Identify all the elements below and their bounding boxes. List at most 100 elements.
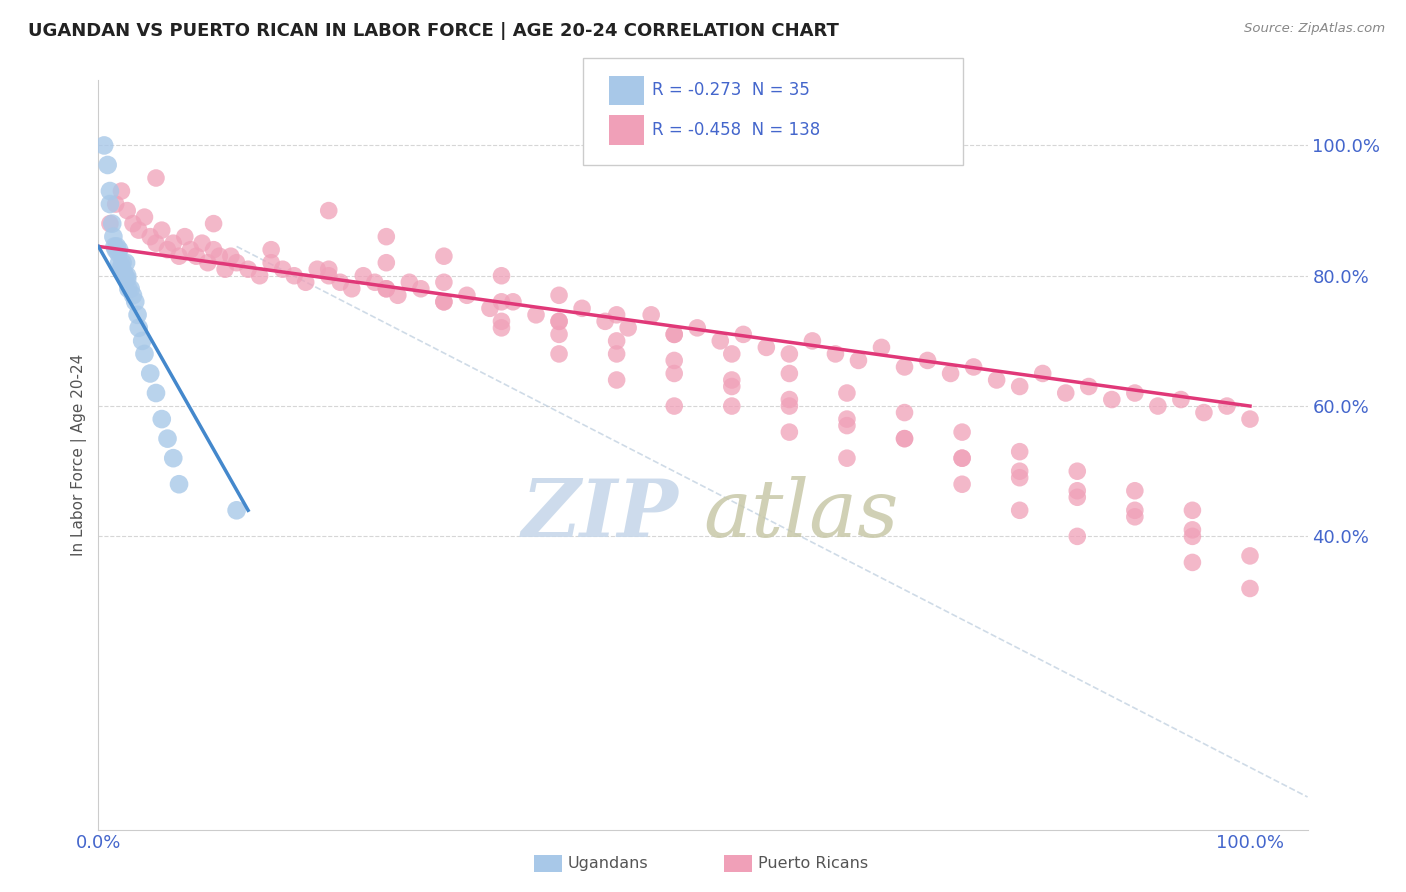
Point xyxy=(122,288,145,302)
Point xyxy=(571,301,593,316)
Point xyxy=(606,308,628,322)
Point xyxy=(986,373,1008,387)
Point xyxy=(191,236,214,251)
Point xyxy=(433,294,456,309)
Point xyxy=(1008,444,1031,458)
Point xyxy=(107,246,129,260)
Point xyxy=(145,386,167,401)
Point xyxy=(145,171,167,186)
Point xyxy=(249,268,271,283)
Point xyxy=(115,268,138,283)
Point xyxy=(1239,582,1261,596)
Point xyxy=(835,386,858,401)
Point xyxy=(139,229,162,244)
Point xyxy=(108,243,131,257)
Point xyxy=(848,353,870,368)
Point xyxy=(167,249,190,263)
Y-axis label: In Labor Force | Age 20-24: In Labor Force | Age 20-24 xyxy=(72,354,87,556)
Point xyxy=(307,262,329,277)
Point xyxy=(318,203,340,218)
Point xyxy=(101,217,124,231)
Point xyxy=(433,275,456,289)
Point xyxy=(145,236,167,251)
Point xyxy=(387,288,409,302)
Point xyxy=(433,249,456,263)
Point xyxy=(225,503,247,517)
Point xyxy=(950,477,973,491)
Point xyxy=(1032,367,1054,381)
Point xyxy=(236,262,259,277)
Point xyxy=(491,268,513,283)
Point xyxy=(1123,509,1146,524)
Point xyxy=(606,334,628,348)
Point xyxy=(103,239,125,253)
Point xyxy=(548,327,571,342)
Point xyxy=(352,268,374,283)
Point xyxy=(801,334,824,348)
Point xyxy=(128,223,150,237)
Point xyxy=(548,314,571,328)
Point xyxy=(1066,483,1088,498)
Point xyxy=(664,327,686,342)
Text: atlas: atlas xyxy=(703,476,898,554)
Point xyxy=(835,418,858,433)
Point xyxy=(98,197,121,211)
Point xyxy=(755,340,778,354)
Point xyxy=(150,412,173,426)
Point xyxy=(186,249,208,263)
Point xyxy=(733,327,755,342)
Point xyxy=(110,184,132,198)
Point xyxy=(778,399,800,413)
Point xyxy=(98,217,121,231)
Point xyxy=(122,217,145,231)
Point xyxy=(617,321,640,335)
Point xyxy=(375,282,398,296)
Point xyxy=(162,236,184,251)
Point xyxy=(112,265,135,279)
Point xyxy=(97,158,120,172)
Point xyxy=(950,451,973,466)
Point xyxy=(502,294,524,309)
Point xyxy=(162,451,184,466)
Point xyxy=(524,308,547,322)
Point xyxy=(1123,483,1146,498)
Point xyxy=(1066,490,1088,504)
Point xyxy=(318,268,340,283)
Point xyxy=(491,314,513,328)
Point xyxy=(824,347,846,361)
Point xyxy=(364,275,387,289)
Point xyxy=(150,223,173,237)
Point xyxy=(1008,503,1031,517)
Point xyxy=(111,256,134,270)
Point xyxy=(139,367,162,381)
Point xyxy=(1239,549,1261,563)
Point xyxy=(870,340,893,354)
Point xyxy=(478,301,501,316)
Point xyxy=(1123,503,1146,517)
Point xyxy=(409,282,432,296)
Point xyxy=(108,256,131,270)
Point xyxy=(180,243,202,257)
Point xyxy=(115,203,138,218)
Point xyxy=(491,294,513,309)
Point xyxy=(1181,529,1204,543)
Text: Puerto Ricans: Puerto Ricans xyxy=(758,856,868,871)
Point xyxy=(720,347,742,361)
Point xyxy=(202,243,225,257)
Point xyxy=(117,282,139,296)
Point xyxy=(720,379,742,393)
Point xyxy=(939,367,962,381)
Point xyxy=(491,321,513,335)
Point xyxy=(1216,399,1239,413)
Point xyxy=(686,321,709,335)
Point xyxy=(375,229,398,244)
Point xyxy=(114,268,136,283)
Point xyxy=(778,392,800,407)
Point xyxy=(1181,523,1204,537)
Point xyxy=(1239,412,1261,426)
Point xyxy=(1054,386,1077,401)
Point xyxy=(375,282,398,296)
Point xyxy=(103,229,125,244)
Point xyxy=(219,249,242,263)
Point xyxy=(893,432,915,446)
